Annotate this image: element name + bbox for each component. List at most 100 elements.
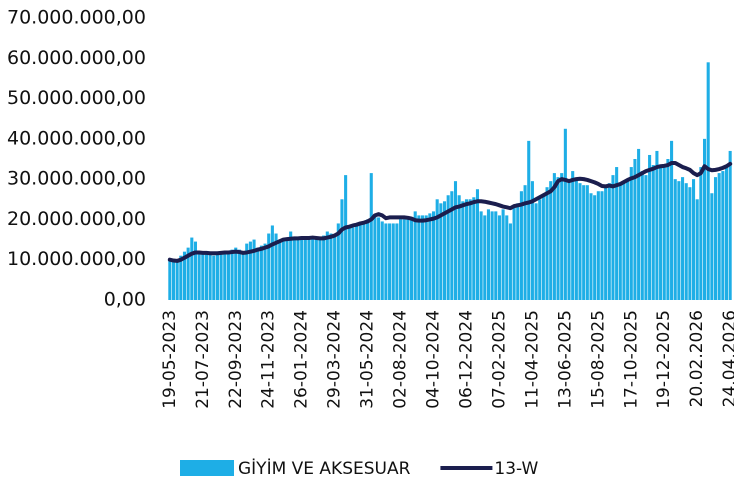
bar: [292, 237, 296, 300]
bar: [600, 191, 604, 300]
bar: [578, 183, 582, 300]
bar: [171, 261, 176, 300]
bar: [278, 239, 282, 300]
bar: [662, 165, 666, 300]
bar: [721, 171, 725, 300]
bar: [435, 199, 439, 300]
bar: [651, 165, 655, 300]
bar: [453, 181, 458, 300]
bar: [420, 215, 425, 300]
bar: [366, 219, 370, 300]
x-tick-label: 15-08-2025: [588, 310, 608, 409]
bar: [717, 173, 721, 300]
bar: [556, 177, 560, 300]
bar: [413, 211, 417, 300]
bar: [215, 253, 219, 300]
bar: [369, 173, 373, 300]
bar: [512, 207, 516, 300]
bar: [219, 253, 223, 300]
bar: [223, 251, 227, 300]
bar: [193, 241, 198, 300]
bar: [699, 167, 703, 300]
y-tick-label: 10.000.000,00: [7, 248, 146, 270]
line: [167, 161, 733, 263]
bar: [190, 237, 194, 300]
bar: [464, 199, 469, 300]
bar: [340, 199, 344, 300]
bar: [402, 219, 406, 300]
x-tick-label: 20.02.2026: [687, 310, 707, 407]
bar: [713, 177, 718, 300]
bar: [270, 225, 274, 300]
bar: [648, 154, 652, 300]
bar: [175, 259, 179, 300]
bar: [637, 148, 641, 300]
bar: [179, 255, 183, 300]
bar: [446, 195, 450, 300]
x-tick-label: 26-01-2024: [292, 310, 312, 409]
bar: [248, 241, 252, 300]
bar: [604, 187, 608, 300]
bar: [234, 247, 238, 300]
bar: [695, 199, 699, 300]
x-tick-label: 22-09-2023: [226, 310, 246, 409]
bar: [505, 215, 509, 300]
bar: [204, 253, 208, 300]
bar: [395, 223, 399, 300]
bar: [285, 237, 289, 300]
bar: [494, 211, 498, 300]
y-tick-label: 40.000.000,00: [7, 127, 146, 149]
bar: [358, 223, 362, 300]
bar: [344, 175, 348, 300]
x-tick-label: 21-07-2023: [193, 310, 213, 409]
bar: [336, 223, 340, 300]
bar: [399, 219, 403, 300]
bar: [201, 253, 205, 300]
bar: [406, 219, 410, 300]
bar: [611, 175, 615, 300]
bar: [245, 243, 249, 300]
bar: [574, 179, 578, 300]
bar: [585, 185, 589, 300]
bar: [267, 233, 271, 300]
bar: [274, 233, 278, 300]
x-tick-label: 02-08-2024: [391, 310, 411, 409]
x-tick-label: 24-11-2023: [259, 310, 279, 409]
bar: [362, 221, 366, 300]
bar: [516, 203, 520, 300]
bar: [673, 179, 677, 300]
bar: [702, 138, 707, 300]
bar: [681, 177, 685, 300]
bar: [475, 189, 480, 300]
bar: [329, 233, 333, 300]
bar: [307, 239, 311, 300]
bar: [428, 213, 432, 300]
bar: [303, 237, 307, 300]
x-tick-label: 13-06-2025: [555, 310, 575, 409]
bar: [186, 247, 190, 300]
bar: [483, 215, 487, 300]
bar: [519, 191, 523, 300]
bar: [523, 185, 527, 300]
bar: [677, 181, 681, 300]
bar: [296, 239, 300, 300]
bar: [593, 195, 597, 300]
bar: [377, 217, 381, 300]
bar: [508, 223, 512, 300]
x-tick-label: 11-04-2025: [522, 310, 542, 409]
bar: [197, 251, 201, 300]
bar: [622, 183, 626, 300]
bar: [347, 227, 351, 300]
bar: [479, 211, 483, 300]
x-tick-label: 07-02-2025: [489, 310, 509, 409]
bar: [457, 195, 461, 300]
bar: [388, 223, 392, 300]
x-tick-label: 31-05-2024: [358, 310, 378, 409]
bar: [549, 181, 553, 300]
bar: [212, 255, 216, 300]
bar: [490, 211, 494, 300]
bar: [300, 237, 304, 300]
bar: [417, 215, 421, 300]
